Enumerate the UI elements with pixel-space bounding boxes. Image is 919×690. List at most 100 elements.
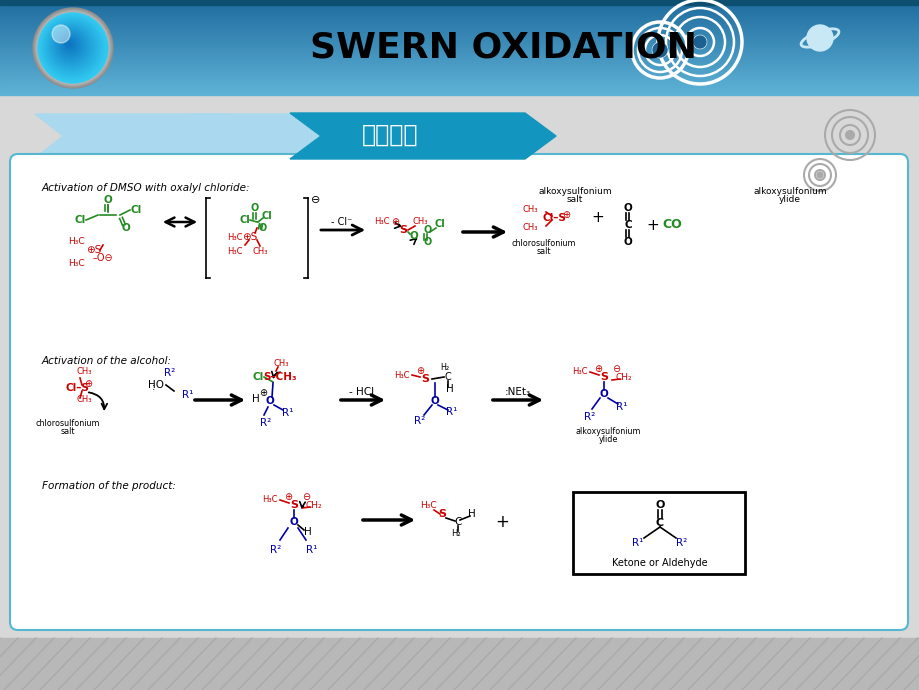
Circle shape bbox=[60, 35, 80, 55]
Bar bbox=[0, 1, 919, 2]
Bar bbox=[0, 638, 919, 690]
Bar bbox=[0, 30, 919, 31]
Text: Cl–S: Cl–S bbox=[541, 213, 565, 223]
Text: alkoxysulfonium: alkoxysulfonium bbox=[753, 188, 826, 197]
Bar bbox=[0, 38, 919, 39]
Text: CH₃: CH₃ bbox=[522, 206, 538, 215]
Text: H: H bbox=[252, 394, 259, 404]
Circle shape bbox=[51, 26, 92, 68]
Bar bbox=[0, 78, 919, 79]
Bar bbox=[0, 48, 919, 49]
Text: ⊖: ⊖ bbox=[301, 492, 310, 502]
Text: H: H bbox=[446, 384, 453, 394]
Text: H₃C: H₃C bbox=[262, 495, 278, 504]
Text: R²: R² bbox=[675, 538, 686, 548]
Text: C: C bbox=[444, 372, 451, 382]
Bar bbox=[0, 86, 919, 87]
Text: C: C bbox=[454, 517, 461, 527]
Circle shape bbox=[64, 39, 74, 50]
Circle shape bbox=[45, 20, 99, 74]
Bar bbox=[0, 0, 919, 1]
Text: ⊖: ⊖ bbox=[311, 195, 321, 205]
Text: H₂: H₂ bbox=[440, 362, 449, 371]
Circle shape bbox=[36, 11, 110, 85]
Bar bbox=[0, 87, 919, 88]
Bar bbox=[0, 10, 919, 11]
Circle shape bbox=[53, 28, 89, 64]
Text: +: + bbox=[591, 210, 604, 226]
Bar bbox=[0, 70, 919, 71]
Bar bbox=[0, 62, 919, 63]
Text: ⊖: ⊖ bbox=[611, 364, 619, 374]
Bar bbox=[0, 11, 919, 12]
Bar bbox=[0, 45, 919, 46]
Text: O: O bbox=[121, 223, 130, 233]
Bar bbox=[0, 46, 919, 47]
Text: ⊕S: ⊕S bbox=[242, 232, 257, 242]
Text: O: O bbox=[623, 237, 631, 247]
Circle shape bbox=[49, 23, 95, 70]
Bar bbox=[0, 6, 919, 7]
Bar bbox=[0, 40, 919, 41]
Text: O: O bbox=[104, 195, 112, 205]
Polygon shape bbox=[190, 114, 458, 158]
Text: H₃C: H₃C bbox=[374, 217, 390, 226]
Text: CH₃: CH₃ bbox=[522, 224, 538, 233]
Text: R²: R² bbox=[414, 416, 425, 426]
Text: ⊕: ⊕ bbox=[562, 210, 570, 220]
Bar bbox=[0, 7, 919, 8]
Bar bbox=[0, 88, 919, 89]
Text: chlorosulfonium: chlorosulfonium bbox=[36, 420, 100, 428]
Bar bbox=[0, 64, 919, 65]
Bar bbox=[0, 47, 919, 48]
Bar bbox=[0, 17, 919, 18]
Bar bbox=[0, 35, 919, 36]
Text: chlorosulfonium: chlorosulfonium bbox=[511, 239, 575, 248]
Text: ⊕: ⊕ bbox=[391, 217, 399, 227]
Bar bbox=[0, 84, 919, 85]
Text: HO: HO bbox=[148, 380, 164, 390]
Bar bbox=[0, 31, 919, 32]
Circle shape bbox=[44, 19, 100, 75]
Bar bbox=[0, 73, 919, 75]
Circle shape bbox=[57, 32, 84, 59]
Text: R²: R² bbox=[584, 412, 595, 422]
Bar bbox=[0, 54, 919, 55]
Text: CH₃: CH₃ bbox=[252, 248, 267, 257]
Text: Activation of the alcohol:: Activation of the alcohol: bbox=[42, 356, 172, 366]
Bar bbox=[0, 79, 919, 80]
Circle shape bbox=[68, 43, 70, 45]
Circle shape bbox=[54, 29, 88, 63]
Bar bbox=[0, 2, 919, 3]
Text: salt: salt bbox=[61, 428, 75, 437]
Bar bbox=[0, 92, 919, 93]
Bar bbox=[0, 44, 919, 46]
Bar bbox=[0, 65, 919, 66]
FancyBboxPatch shape bbox=[10, 154, 907, 630]
Text: +: + bbox=[494, 513, 508, 531]
Bar bbox=[0, 22, 919, 23]
Circle shape bbox=[67, 42, 71, 46]
Circle shape bbox=[33, 8, 113, 88]
Circle shape bbox=[846, 132, 852, 138]
Text: S: S bbox=[399, 225, 406, 235]
Text: ylide: ylide bbox=[778, 195, 800, 204]
Circle shape bbox=[652, 43, 666, 57]
Text: H₂: H₂ bbox=[450, 529, 460, 538]
Bar bbox=[0, 37, 919, 38]
Bar bbox=[0, 41, 919, 42]
Text: Cl: Cl bbox=[239, 215, 250, 225]
Text: - HCl: - HCl bbox=[349, 387, 374, 397]
Text: O: O bbox=[409, 231, 418, 241]
Circle shape bbox=[41, 17, 104, 79]
Circle shape bbox=[806, 25, 832, 51]
Bar bbox=[0, 36, 919, 37]
Text: S: S bbox=[599, 372, 607, 382]
Bar bbox=[0, 18, 919, 19]
Bar bbox=[0, 90, 919, 91]
Text: :: : bbox=[153, 382, 155, 392]
Text: C: C bbox=[655, 518, 664, 528]
Bar bbox=[0, 77, 919, 78]
Text: Cl: Cl bbox=[252, 372, 264, 382]
Bar bbox=[0, 42, 919, 43]
